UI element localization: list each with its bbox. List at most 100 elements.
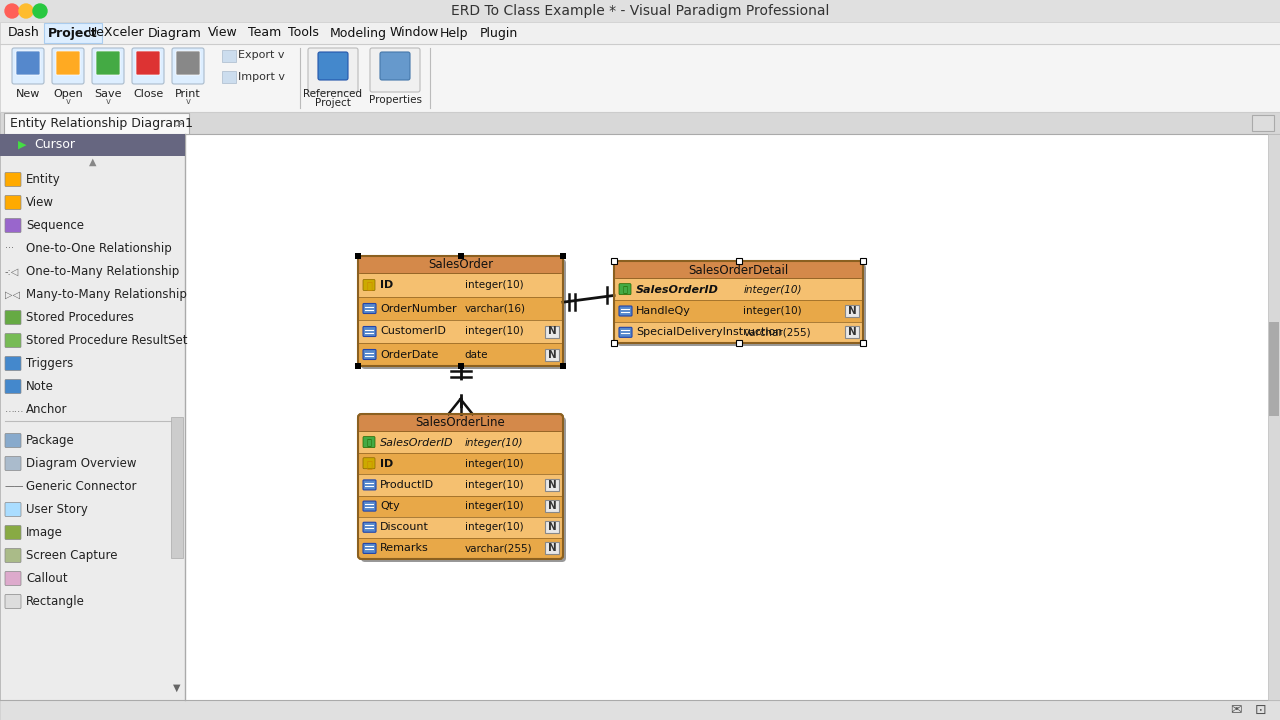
FancyBboxPatch shape xyxy=(364,458,375,469)
FancyBboxPatch shape xyxy=(172,48,204,84)
Text: varchar(255): varchar(255) xyxy=(744,328,812,338)
Text: ⊡: ⊡ xyxy=(1254,703,1267,717)
Bar xyxy=(358,274,563,297)
FancyBboxPatch shape xyxy=(364,304,376,313)
Bar xyxy=(457,253,463,259)
Bar xyxy=(561,253,566,259)
FancyBboxPatch shape xyxy=(136,51,160,75)
Bar xyxy=(358,428,563,432)
FancyBboxPatch shape xyxy=(132,48,164,84)
Bar xyxy=(358,274,563,278)
Text: Remarks: Remarks xyxy=(380,544,429,554)
FancyBboxPatch shape xyxy=(317,52,348,80)
Text: integer(10): integer(10) xyxy=(465,459,524,469)
Text: Stored Procedure ResultSet: Stored Procedure ResultSet xyxy=(26,334,187,347)
FancyBboxPatch shape xyxy=(96,51,120,75)
Text: UeXceler: UeXceler xyxy=(88,27,145,40)
Bar xyxy=(221,50,236,62)
FancyBboxPatch shape xyxy=(177,51,200,75)
Text: Dash: Dash xyxy=(8,27,40,40)
FancyBboxPatch shape xyxy=(364,436,375,448)
FancyBboxPatch shape xyxy=(12,48,44,84)
Text: Open: Open xyxy=(54,89,83,99)
Text: Callout: Callout xyxy=(26,572,68,585)
FancyBboxPatch shape xyxy=(5,549,20,562)
Bar xyxy=(545,542,559,554)
Text: Stored Procedures: Stored Procedures xyxy=(26,311,134,324)
Bar xyxy=(860,340,867,346)
Text: One-to-One Relationship: One-to-One Relationship xyxy=(26,242,172,255)
Text: Referenced: Referenced xyxy=(303,89,362,99)
Text: N: N xyxy=(847,328,856,338)
Text: N: N xyxy=(847,306,856,316)
Circle shape xyxy=(19,4,33,18)
Bar xyxy=(0,700,1280,720)
FancyBboxPatch shape xyxy=(364,480,376,490)
FancyBboxPatch shape xyxy=(56,51,79,75)
Text: Modeling: Modeling xyxy=(330,27,387,40)
Text: N: N xyxy=(548,326,557,336)
Text: ▷◁: ▷◁ xyxy=(5,289,20,300)
Text: Rectangle: Rectangle xyxy=(26,595,84,608)
Text: integer(10): integer(10) xyxy=(465,326,524,336)
FancyBboxPatch shape xyxy=(620,284,631,294)
Text: Properties: Properties xyxy=(369,95,421,105)
Text: integer(10): integer(10) xyxy=(465,501,524,511)
Bar xyxy=(221,71,236,83)
Bar xyxy=(457,363,463,369)
Text: Diagram Overview: Diagram Overview xyxy=(26,457,137,470)
Text: Save: Save xyxy=(95,89,122,99)
Text: integer(10): integer(10) xyxy=(465,480,524,490)
Text: SpecialDeliveryInstruction: SpecialDeliveryInstruction xyxy=(636,328,782,338)
Bar xyxy=(358,320,563,343)
FancyBboxPatch shape xyxy=(361,259,566,369)
Bar xyxy=(358,453,563,474)
Bar xyxy=(1252,115,1274,131)
Bar xyxy=(860,258,867,264)
Bar xyxy=(4,113,189,134)
Text: integer(10): integer(10) xyxy=(744,284,803,294)
Text: Close: Close xyxy=(133,89,163,99)
FancyBboxPatch shape xyxy=(620,328,632,338)
FancyBboxPatch shape xyxy=(364,326,376,336)
Bar xyxy=(561,253,566,259)
Text: User Story: User Story xyxy=(26,503,88,516)
Bar xyxy=(355,363,361,369)
FancyBboxPatch shape xyxy=(358,274,563,366)
Text: 🔑: 🔑 xyxy=(366,459,372,469)
Text: Generic Connector: Generic Connector xyxy=(26,480,137,493)
Bar xyxy=(358,270,563,274)
Bar xyxy=(358,495,563,517)
Text: SalesOrderID: SalesOrderID xyxy=(380,438,453,448)
FancyBboxPatch shape xyxy=(308,48,358,92)
Bar xyxy=(358,343,563,366)
Text: ▼: ▼ xyxy=(173,683,180,693)
Text: Plugin: Plugin xyxy=(480,27,518,40)
FancyBboxPatch shape xyxy=(5,572,20,585)
Bar xyxy=(358,432,563,436)
Bar xyxy=(221,48,292,64)
Text: Help: Help xyxy=(440,27,468,40)
Bar xyxy=(545,521,559,534)
Bar xyxy=(561,363,566,369)
Text: Many-to-Many Relationship: Many-to-Many Relationship xyxy=(26,288,187,301)
Bar xyxy=(0,112,1280,134)
Text: ···: ··· xyxy=(5,243,14,253)
Bar xyxy=(355,363,361,369)
Text: Screen Capture: Screen Capture xyxy=(26,549,118,562)
Text: Import v: Import v xyxy=(238,72,285,82)
Bar xyxy=(172,417,183,558)
Text: integer(10): integer(10) xyxy=(744,306,803,316)
FancyBboxPatch shape xyxy=(361,417,566,562)
Text: OrderNumber: OrderNumber xyxy=(380,304,457,313)
Bar xyxy=(0,44,1280,112)
Circle shape xyxy=(5,4,19,18)
Text: ✉: ✉ xyxy=(1230,703,1242,717)
Bar xyxy=(614,279,863,300)
FancyBboxPatch shape xyxy=(358,432,563,559)
Bar xyxy=(0,22,1280,44)
Bar xyxy=(545,348,559,361)
Bar xyxy=(358,538,563,559)
Text: SalesOrderID: SalesOrderID xyxy=(636,284,719,294)
Bar xyxy=(1268,134,1280,700)
